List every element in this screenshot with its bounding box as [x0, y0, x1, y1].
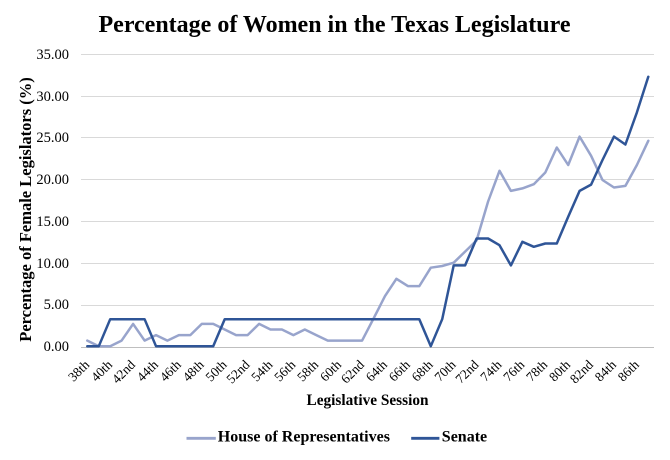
svg-text:Senate: Senate [442, 429, 487, 446]
svg-text:15.00: 15.00 [36, 214, 69, 230]
svg-text:Percentage of Female Legislato: Percentage of Female Legislators (%) [16, 77, 35, 342]
svg-text:10.00: 10.00 [36, 256, 69, 272]
svg-text:35.00: 35.00 [36, 47, 69, 63]
svg-text:House of Representatives: House of Representatives [218, 429, 390, 446]
svg-text:Legislative Session: Legislative Session [307, 392, 429, 409]
svg-text:Percentage of Women in the Tex: Percentage of Women in the Texas Legisla… [99, 12, 571, 38]
svg-text:30.00: 30.00 [36, 89, 69, 105]
svg-text:20.00: 20.00 [36, 172, 69, 188]
svg-text:5.00: 5.00 [44, 297, 69, 313]
svg-text:0.00: 0.00 [44, 339, 69, 355]
svg-text:25.00: 25.00 [36, 130, 69, 146]
